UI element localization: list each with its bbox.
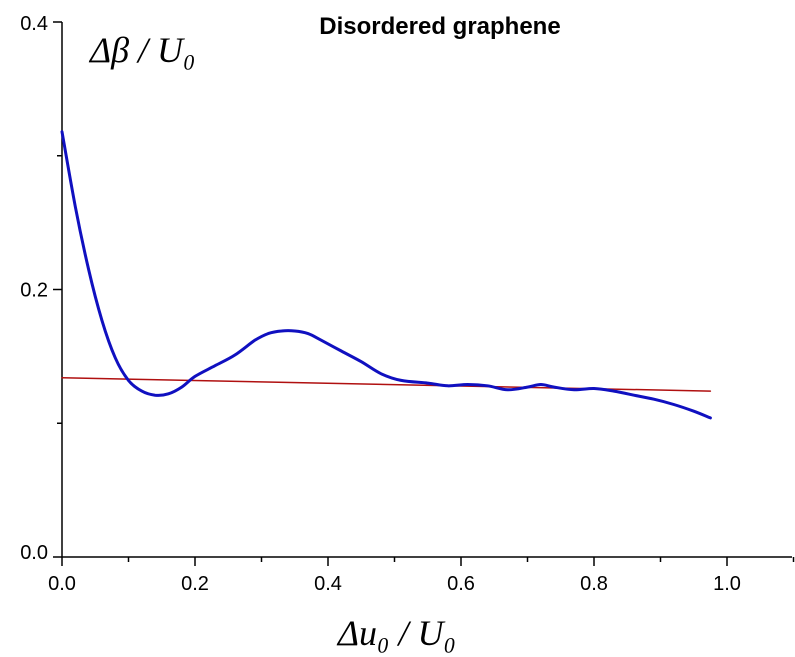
x-tick-label: 0.0 [48, 573, 76, 595]
ticks [53, 22, 794, 566]
x-axis-label: Δu₀ / U₀ [336, 613, 456, 653]
tick-labels: 0.0 0.2 0.4 0.6 0.8 1.0 0.0 0.2 0.4 [20, 13, 741, 595]
series-line-disordered [62, 132, 710, 418]
y-axis-label: Δβ / U₀ [88, 30, 196, 70]
y-tick-label: 0.2 [20, 280, 48, 302]
x-tick-label: 1.0 [713, 573, 741, 595]
chart-title: Disordered graphene [319, 13, 560, 40]
axes [62, 22, 792, 557]
y-tick-label: 0.0 [20, 542, 48, 564]
x-tick-label: 0.4 [314, 573, 342, 595]
series-line-fit [62, 378, 710, 391]
plot-series [62, 132, 710, 418]
chart: 0.0 0.2 0.4 0.6 0.8 1.0 0.0 0.2 0.4 Disordered g… [0, 0, 795, 657]
x-tick-label: 0.2 [181, 573, 209, 595]
x-tick-label: 0.6 [447, 573, 475, 595]
x-tick-label: 0.8 [580, 573, 608, 595]
y-tick-label: 0.4 [20, 13, 48, 35]
